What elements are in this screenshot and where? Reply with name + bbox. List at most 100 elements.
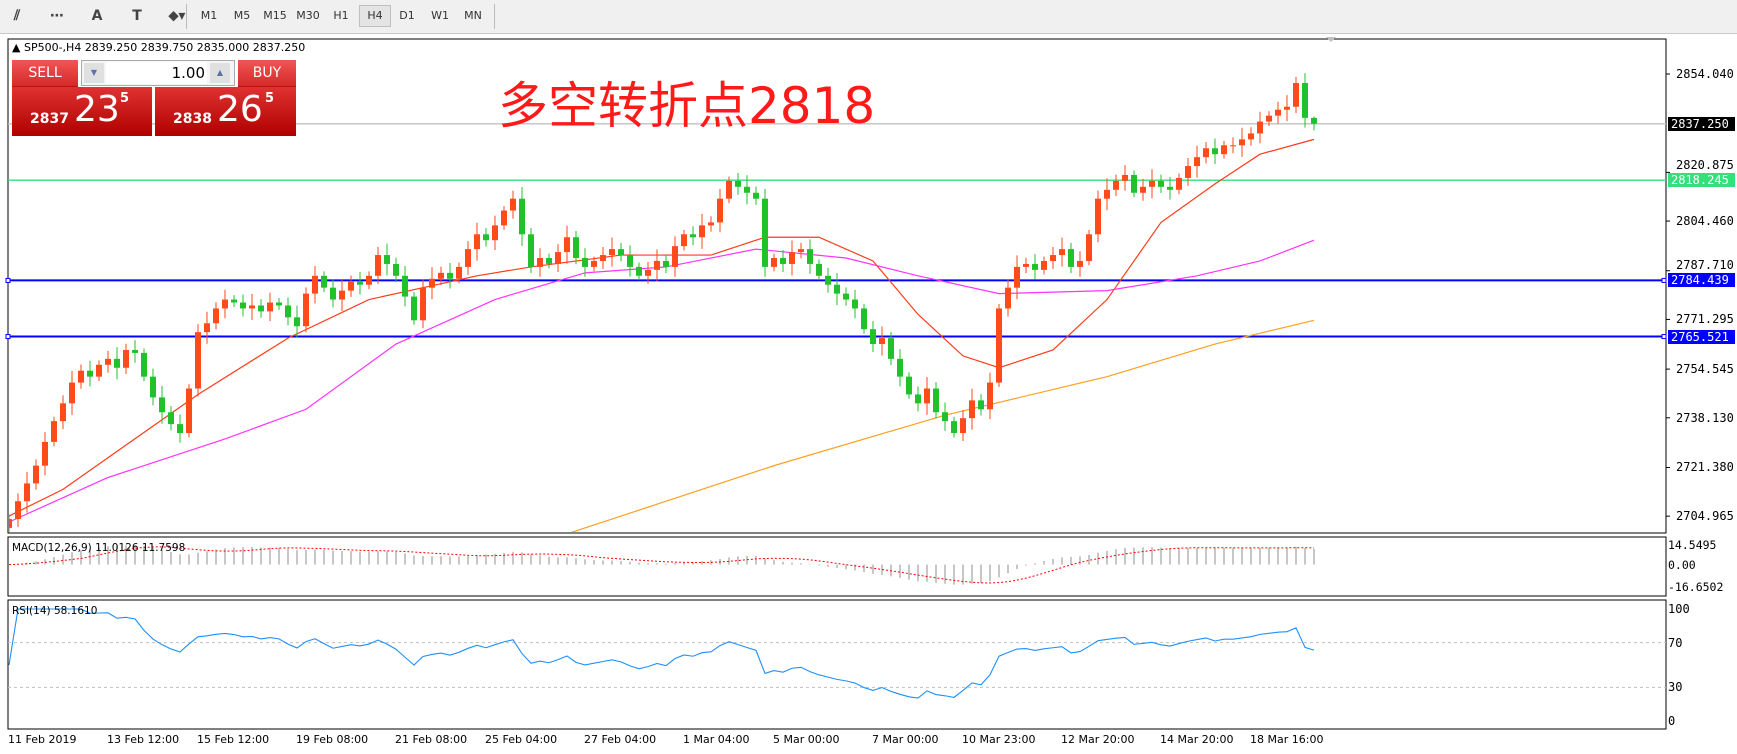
buy-price-main: 26	[217, 89, 263, 130]
candle-body	[843, 293, 849, 300]
candle-body	[321, 275, 327, 288]
sell-price-button[interactable]: 2837 23 5	[12, 87, 152, 136]
timeframe-h1[interactable]: H1	[333, 9, 349, 22]
chart-annotation-text[interactable]: 多空转折点2818	[498, 77, 876, 135]
candle-body	[1302, 83, 1308, 118]
fibonacci-fan-icon[interactable]: ⋯	[50, 8, 64, 24]
macd-signal-line	[8, 546, 1315, 584]
candle-body	[1149, 180, 1155, 187]
candle-body	[1266, 115, 1272, 122]
fibonacci-expansion-icon[interactable]: ⫽	[13, 8, 21, 24]
candle-body	[150, 376, 156, 398]
buy-price-prefix: 2838	[173, 111, 212, 127]
candle-body	[312, 275, 318, 294]
rsi-axis-label: 0	[1668, 714, 1676, 728]
candle-body	[987, 382, 993, 410]
rsi-axis-label: 70	[1668, 635, 1683, 650]
candle-body	[708, 222, 714, 226]
candle-body	[537, 258, 543, 267]
price-tag-current-price[interactable]: 2837.250	[1668, 116, 1735, 131]
candle-body	[879, 338, 885, 345]
candle-body	[807, 249, 813, 264]
candle-body	[1068, 249, 1074, 267]
candle-body	[141, 352, 147, 377]
candle-body	[303, 293, 309, 327]
candle-body	[429, 278, 435, 288]
price-axis-label: 2820.875	[1676, 158, 1734, 173]
candle-body	[339, 290, 345, 300]
candle-body	[267, 302, 273, 312]
candle-body	[204, 323, 210, 333]
candle-body	[1059, 249, 1065, 256]
line-handle	[1661, 277, 1667, 283]
candle-body	[357, 281, 363, 285]
candle-body	[195, 332, 201, 389]
time-axis-label: 14 Mar 20:00	[1160, 733, 1234, 746]
candle-body	[69, 382, 75, 404]
candle-body	[1176, 177, 1182, 190]
candle-body	[1311, 117, 1317, 124]
candle-body	[978, 400, 984, 410]
chart-window[interactable]	[0, 36, 1737, 754]
time-axis-label: 15 Feb 12:00	[197, 733, 270, 746]
candle-body	[96, 364, 102, 377]
moving-average-line	[9, 239, 1315, 523]
candle-body	[681, 234, 687, 247]
increase-lot-icon[interactable]: ▲	[210, 63, 230, 83]
line-handle	[5, 334, 11, 340]
candle-body	[1221, 145, 1227, 155]
price-axis-label: 2704.965	[1676, 509, 1734, 524]
price-tag-support[interactable]: 2784.439	[1668, 273, 1735, 288]
buy-button[interactable]: BUY	[238, 60, 296, 87]
candle-body	[546, 258, 552, 264]
candle-body	[177, 424, 183, 434]
candle-body	[348, 281, 354, 291]
candle-body	[1014, 266, 1020, 288]
line-handle	[1661, 334, 1667, 340]
lot-size-stepper[interactable]: ▼ 1.00 ▲	[81, 60, 235, 86]
rsi-axis-label: 30	[1668, 680, 1683, 695]
buy-price-button[interactable]: 2838 26 5	[155, 87, 296, 136]
candle-body	[456, 266, 462, 279]
lot-size-input[interactable]: 1.00	[106, 62, 207, 84]
candle-body	[1185, 166, 1191, 178]
timeframe-w1[interactable]: W1	[431, 9, 449, 22]
arrows-icon[interactable]: ⬥▾	[168, 8, 186, 24]
price-tag-support[interactable]: 2765.521	[1668, 329, 1735, 344]
candle-body	[888, 338, 894, 359]
collapse-triangle-icon[interactable]: ▲	[12, 41, 24, 54]
timeframe-m30[interactable]: M30	[296, 9, 320, 22]
candle-body	[213, 308, 219, 324]
timeframe-d1[interactable]: D1	[399, 9, 415, 22]
chart-shift-marker-icon	[1326, 37, 1336, 42]
timeframe-mn[interactable]: MN	[464, 9, 482, 22]
macd-label: MACD(12,26,9) 11.0126 11.7598	[12, 542, 186, 554]
candle-body	[582, 258, 588, 267]
timeframe-m5[interactable]: M5	[233, 9, 251, 22]
candle-body	[24, 483, 30, 502]
text-label-icon[interactable]: T	[132, 8, 142, 24]
price-tag-pivot[interactable]: 2818.245	[1668, 173, 1735, 188]
candle-body	[1212, 148, 1218, 155]
candle-body	[717, 198, 723, 223]
candle-body	[969, 400, 975, 419]
price-axis-label: 2754.545	[1676, 362, 1734, 377]
toolbar-separator	[186, 4, 187, 29]
candle-body	[609, 249, 615, 256]
candle-body	[1284, 106, 1290, 110]
candle-body	[1041, 260, 1047, 270]
text-icon[interactable]: A	[91, 8, 103, 24]
timeframe-m15[interactable]: M15	[263, 9, 287, 22]
sell-button[interactable]: SELL	[12, 60, 78, 87]
candle-body	[42, 441, 48, 466]
sell-price-prefix: 2837	[30, 111, 69, 127]
toolbar-separator	[494, 4, 495, 29]
candle-body	[996, 308, 1002, 383]
decrease-lot-icon[interactable]: ▼	[84, 63, 104, 83]
price-axis-label: 2854.040	[1676, 67, 1734, 81]
timeframe-h4[interactable]: H4	[359, 5, 391, 27]
candle-body	[330, 287, 336, 300]
time-axis-label: 5 Mar 00:00	[773, 733, 840, 746]
timeframe-m1[interactable]: M1	[200, 9, 218, 22]
